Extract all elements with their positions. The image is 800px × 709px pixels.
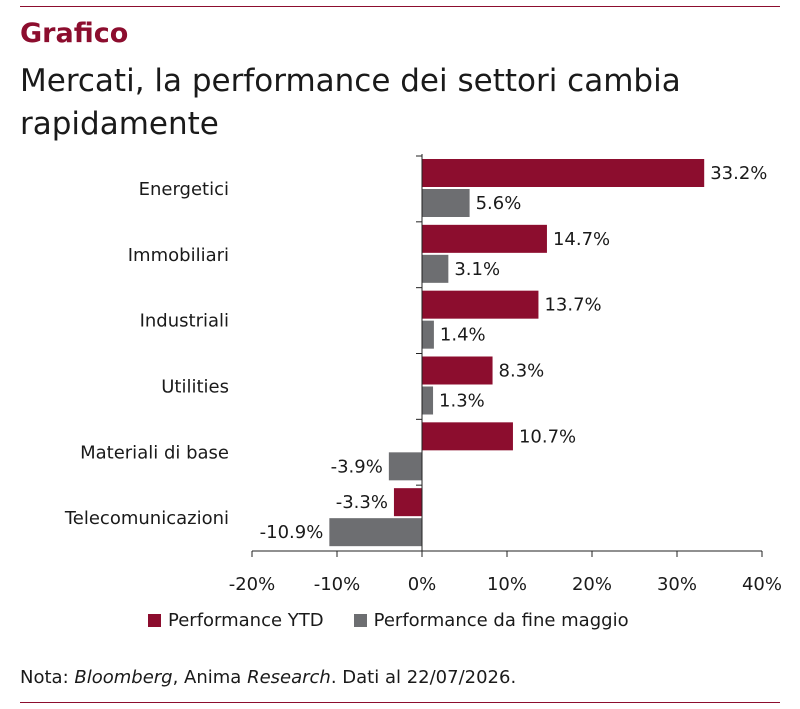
legend-label-ytd: Performance YTD (168, 610, 324, 631)
bar-ytd (393, 488, 422, 517)
data-label: -10.9% (260, 522, 324, 543)
data-label: -3.3% (336, 492, 388, 513)
category-label: Utilities (161, 376, 229, 397)
legend-label-may: Performance da fine maggio (373, 610, 629, 631)
category-label: Telecomunicazioni (64, 508, 229, 529)
legend-swatch-may (353, 614, 367, 627)
note-separator: , Anima (172, 667, 248, 688)
legend-swatch-ytd (148, 614, 161, 627)
note-source-research: Research (247, 667, 331, 688)
note-source-bloomberg: Bloomberg (74, 667, 173, 688)
data-label: 5.6% (476, 193, 522, 214)
bar-may (422, 189, 470, 217)
bar-may (388, 452, 422, 481)
bar-ytd (422, 422, 513, 451)
data-label: 13.7% (544, 295, 601, 316)
category-label: Energetici (139, 179, 229, 200)
bar-may (422, 320, 434, 349)
x-tick-label: 0% (408, 574, 437, 595)
data-label: 1.4% (440, 325, 486, 346)
top-rule (20, 6, 780, 7)
bottom-rule (20, 702, 780, 703)
bar-ytd (422, 290, 539, 319)
data-label: 10.7% (519, 426, 576, 447)
category-label: Industriali (140, 311, 229, 332)
bar-ytd (422, 159, 705, 187)
legend: Performance YTD Performance da fine magg… (148, 610, 659, 631)
legend-item-may: Performance da fine maggio (353, 610, 629, 631)
note-suffix: . Dati al 22/07/2026. (330, 667, 517, 688)
bar-may (422, 254, 449, 283)
bar-may (422, 386, 434, 415)
data-label: -3.9% (331, 456, 383, 477)
category-label: Immobiliari (128, 245, 229, 266)
x-tick-label: 40% (742, 574, 782, 595)
x-tick-label: 10% (487, 574, 527, 595)
bar-ytd (422, 224, 547, 253)
data-label: 33.2% (710, 163, 767, 184)
note-prefix: Nota: (20, 667, 75, 688)
data-label: 8.3% (499, 361, 545, 382)
bar-may (329, 518, 422, 547)
source-note: Nota: Bloomberg, Anima Research. Dati al… (20, 667, 516, 688)
x-tick-label: 20% (572, 574, 612, 595)
data-label: 1.3% (439, 391, 485, 412)
data-label: 14.7% (553, 229, 610, 250)
bar-ytd (422, 356, 493, 385)
chart-title: Mercati, la performance dei settori camb… (20, 63, 681, 142)
data-label: 3.1% (454, 259, 500, 280)
x-tick-label: 30% (657, 574, 697, 595)
category-label: Materiali di base (80, 442, 229, 463)
legend-item-ytd: Performance YTD (148, 610, 324, 631)
x-tick-label: -20% (229, 574, 276, 595)
chart-kicker: Grafico (20, 18, 129, 49)
x-tick-label: -10% (314, 574, 361, 595)
